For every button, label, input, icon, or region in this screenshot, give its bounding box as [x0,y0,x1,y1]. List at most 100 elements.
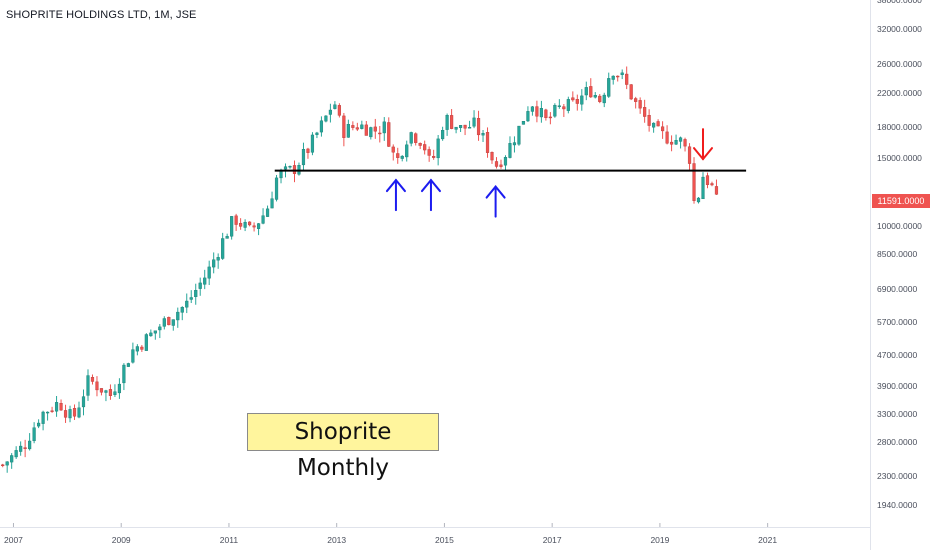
candle-body [638,100,642,109]
candle-body [427,149,431,156]
candle-body [432,156,436,158]
candle-body [212,259,216,268]
candle-body [364,124,368,136]
candle-body [185,300,189,308]
candle-body [369,127,373,138]
candle-body [539,108,543,118]
candle-body [566,99,570,111]
candle-body [445,114,449,130]
candle-body [108,389,113,396]
candle-body [203,277,207,285]
candle-body [113,391,117,395]
candle-body [68,409,72,419]
candle-body [611,75,615,80]
symbol-title: SHOPRITE HOLDINGS LTD, 1M, JSE [6,9,197,21]
candle-body [553,104,557,117]
candle-body [234,215,238,225]
candle-body [598,95,602,102]
candle-body [131,349,135,363]
price-tick-label: 1940.0000 [877,499,918,510]
candle-body [701,176,705,200]
grid [12,523,769,527]
candle-body [252,225,256,228]
candle-body [135,346,139,352]
candle-body [373,126,377,132]
time-tick-label: 2011 [219,535,239,545]
candle-body [405,144,409,158]
candle-body [450,115,454,129]
candle-body [301,149,306,166]
time-tick-label: 2019 [650,535,670,545]
candle-body [162,318,166,327]
candle-body [72,408,77,417]
candle-body [104,390,108,393]
chart-canvas[interactable] [0,0,870,527]
candle-body [176,311,180,321]
candle-body [41,411,45,424]
candle-body [198,282,202,289]
candle-body [333,104,337,109]
price-tick-label: 2300.0000 [877,470,918,481]
candle-body [548,116,552,119]
candle-body [117,383,122,394]
up-arrow-icon [485,184,506,218]
candle-body [342,115,346,138]
candle-body [355,127,359,130]
candle-body [620,72,624,75]
candle-body [248,221,252,226]
candle-body [86,375,90,396]
price-tick-label: 5700.0000 [877,316,918,327]
annotation-label[interactable]: Shoprite Monthly [247,413,439,481]
candle-body [221,238,225,259]
candle-body [391,146,395,153]
candle-body [652,122,656,128]
candle-body [378,132,382,135]
candle-body [315,132,319,135]
candle-body [144,334,148,351]
price-tick-label: 3300.0000 [877,409,918,420]
candle-body [593,95,597,98]
candle-body [602,94,606,104]
time-axis[interactable]: 2007 2009 2011 2013 2015 2017 2019 2021 [0,527,870,551]
price-tick-label: 38000.0000 [877,0,922,5]
candle-body [1,464,5,467]
candle-body [571,97,575,101]
candle-body [126,363,130,367]
candle-body [674,140,678,145]
candle-body [328,109,332,115]
time-tick-label: 2013 [327,535,347,545]
candle-body [607,78,611,97]
candle-body [499,164,503,167]
candle-body [629,84,633,100]
candle-body [503,157,508,166]
candle-body [441,130,445,140]
candle-body [562,106,566,110]
candle-body [37,422,41,427]
price-axis[interactable]: 38000.0000 32000.0000 26000.0000 22000.0000… [870,0,932,550]
candle-body [189,297,193,300]
candle-body [678,137,683,142]
candle-body [63,410,68,418]
candle-body [418,143,422,146]
candle-body [337,105,341,116]
candle-body [256,223,261,229]
candle-body [32,427,36,442]
candle-body [10,455,14,463]
time-tick-label: 2015 [434,535,454,545]
time-tick-label: 2009 [111,535,131,545]
candle-body [710,183,714,186]
candle-body [634,98,638,102]
candle-body [661,126,665,132]
time-tick-label: 2017 [542,535,562,545]
candle-body [584,87,588,96]
candle-body [400,155,404,159]
price-tick-label: 4700.0000 [877,349,918,360]
candle-body [225,236,229,239]
down-arrow-icon [693,128,714,161]
candle-body [494,161,499,167]
candle-body [535,106,539,117]
candle-body [167,317,171,326]
candle-body [310,134,315,153]
candle-body [153,330,157,334]
